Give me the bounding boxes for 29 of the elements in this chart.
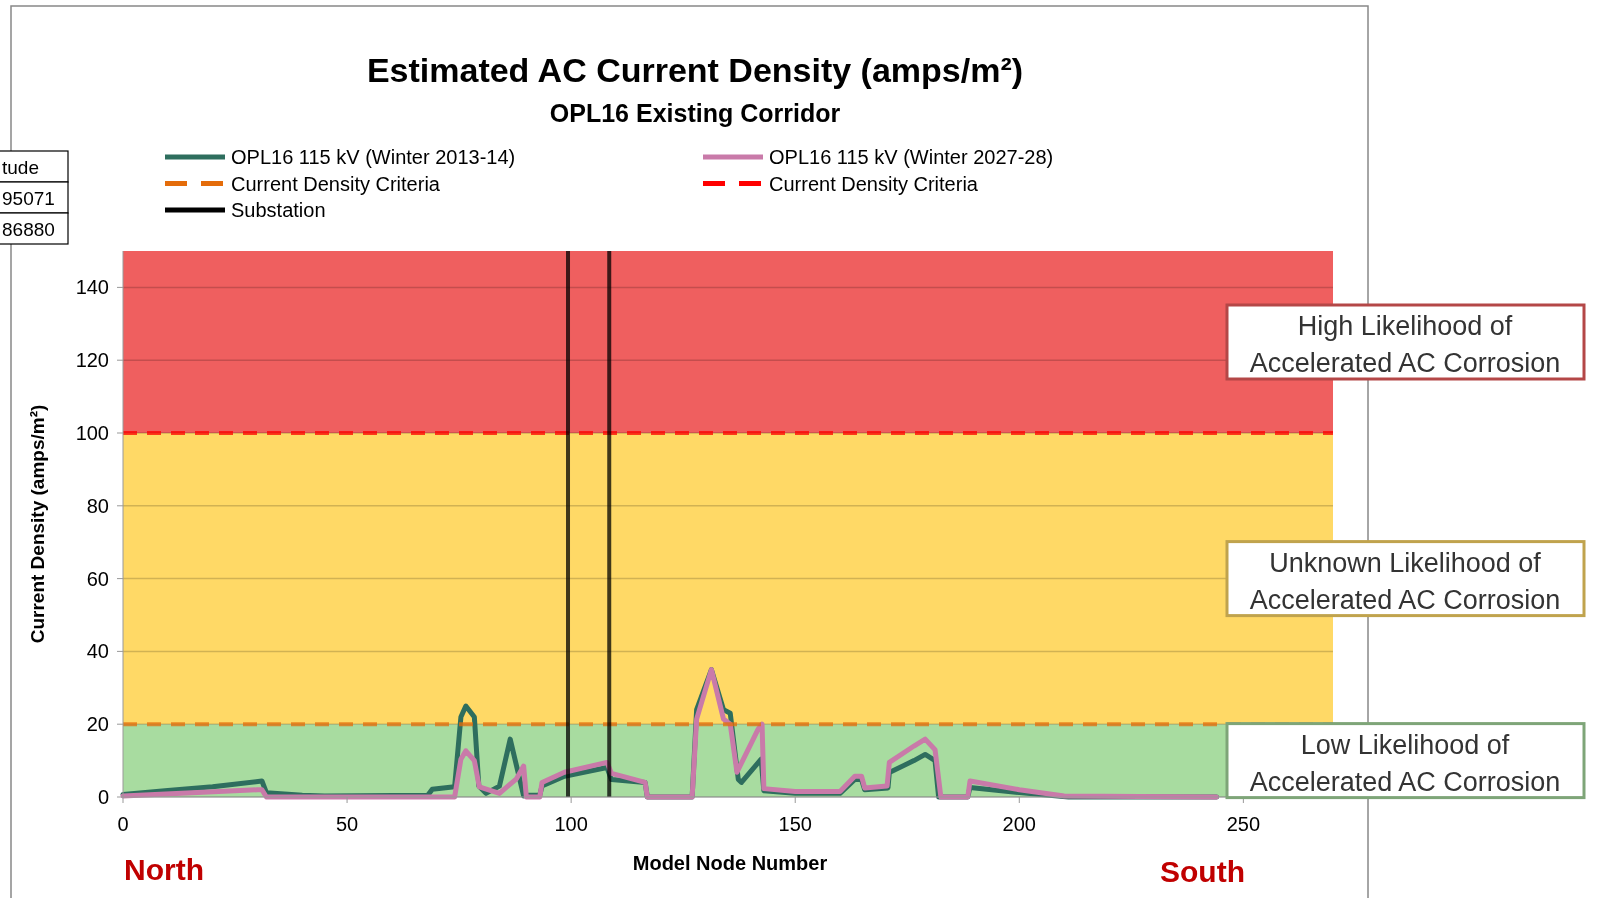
band-label: High Likelihood of Accelerated AC Corrosion [1249,311,1561,378]
x-tick-label: 0 [117,813,129,835]
y-tick-label: 40 [86,640,109,663]
x-tick-label: 250 [1226,813,1261,835]
x-tick-label: 150 [778,813,812,835]
y-tick-label: 80 [86,494,109,517]
y-tick-label: 0 [97,786,109,808]
text: South [1160,855,1245,888]
legend-label: Current Density Criteria [231,172,441,195]
y-tick-label: 120 [75,349,109,372]
band-label: Low Likelihood of Accelerated AC Corrosion [1249,729,1561,797]
band-label: Unknown Likelihood of Accelerated AC Corrosion [1249,547,1561,615]
x-tick-label: 100 [554,813,588,835]
y-axis-title: Current Density (amps/m²) [27,404,48,644]
legend-label: Substation [231,199,326,221]
legend-label: Current Density Criteria [769,172,979,195]
chart-title: Estimated AC Current Density (amps/m²) [366,51,1024,89]
cropped-table: tude 95071 86880 [0,150,69,245]
x-tick-label: 200 [1002,813,1036,835]
y-tick-label: 100 [75,422,109,444]
chart-subtitle: OPL16 Existing Corridor [549,99,841,127]
x-tick-label: 50 [335,813,359,835]
y-tick-label: 60 [86,567,109,590]
y-tick-label: 20 [86,713,109,736]
text: North [124,853,204,886]
y-tick-label: 140 [75,276,109,299]
x-axis-title: Model Node Number [632,852,828,874]
legend-label: OPL16 115 kV (Winter 2027-28) [769,146,1054,168]
legend-label: OPL16 115 kV (Winter 2013-14) [231,146,516,168]
